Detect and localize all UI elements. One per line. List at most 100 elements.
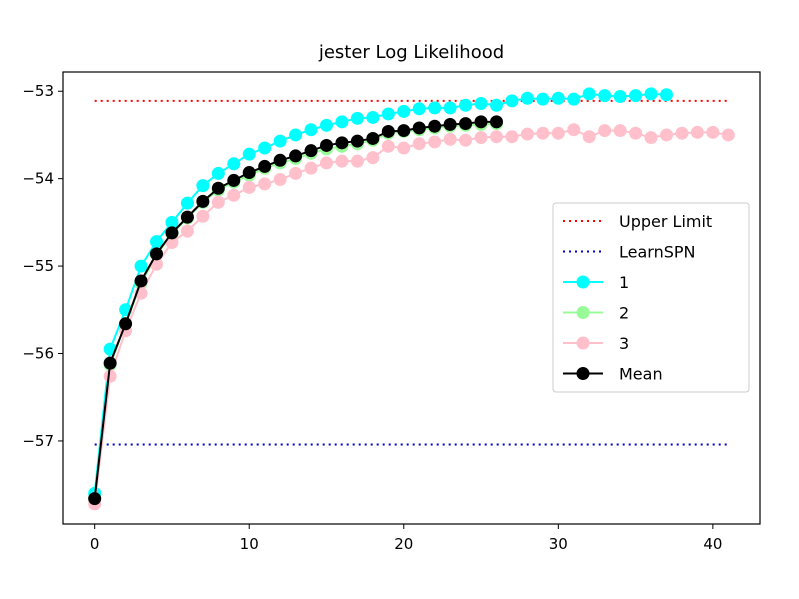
series-1-point [366, 110, 380, 124]
series-1-point [381, 107, 395, 121]
series-mean-point [273, 153, 287, 167]
series-1-point [211, 166, 225, 180]
series-1-point [165, 215, 179, 229]
x-axis: 0 10 20 30 40 [90, 524, 722, 553]
series-3-point [366, 151, 380, 165]
series-3-point [196, 209, 210, 223]
series-mean-point [242, 166, 256, 180]
series-1-point [551, 91, 565, 105]
series-3-point [350, 154, 364, 168]
x-tick-label: 10 [240, 535, 259, 553]
series-1-point [428, 101, 442, 115]
series-mean-point [211, 181, 225, 195]
chart-title: jester Log Likelihood [318, 42, 504, 63]
series-3-point [273, 173, 287, 187]
series-3-point [443, 132, 457, 146]
series-3-point [320, 156, 333, 170]
legend-label-learnspn: LearnSPN [619, 243, 696, 262]
y-tick-label: −57 [22, 432, 54, 450]
series-1-point [350, 111, 364, 125]
series-mean-point [459, 117, 473, 131]
series-3-point [706, 125, 720, 139]
series-1-point [660, 88, 673, 102]
series-1-point [613, 89, 627, 103]
y-tick-label: −53 [22, 82, 54, 100]
series-mean-point [412, 121, 426, 135]
y-axis: −57 −56 −55 −54 −53 [22, 82, 63, 450]
series-mean-point [304, 144, 318, 158]
series-3-point [428, 135, 442, 149]
series-1-point [242, 147, 256, 161]
series-3-point [289, 166, 303, 180]
series-3-point [474, 131, 488, 145]
series-mean-point [397, 124, 411, 138]
series-1-point [320, 118, 333, 132]
series-1-point [567, 92, 581, 106]
series-3-point [381, 139, 395, 153]
series-1-point [490, 98, 503, 112]
series-1-point [227, 157, 241, 171]
series-1-point [258, 141, 272, 155]
series-1-point [304, 123, 318, 137]
series-3-point [582, 130, 596, 144]
legend-label-1: 1 [619, 273, 629, 292]
legend-marker-mean [576, 367, 590, 380]
series-3-point [412, 137, 426, 151]
series-1-point [180, 196, 194, 210]
series-mean-point [350, 134, 364, 148]
series-mean-point [320, 138, 333, 152]
series-mean-point [366, 131, 380, 145]
y-tick-label: −55 [22, 257, 54, 275]
series-mean-point [119, 317, 133, 331]
series-mean-point [443, 117, 457, 131]
series-3-point [180, 224, 194, 238]
y-tick-label: −56 [22, 345, 54, 363]
axes-frame [62, 71, 761, 525]
series-1-point [520, 91, 534, 105]
series-3-point [505, 130, 519, 144]
series-1-point [134, 259, 148, 273]
series-1-point [196, 179, 210, 193]
y-tick-label: −54 [22, 170, 54, 188]
series-mean-point [474, 115, 488, 129]
series-1-point [582, 87, 596, 101]
series-mean-point [381, 124, 395, 138]
series-mean-point [165, 226, 179, 240]
series-3-point [644, 131, 658, 145]
legend-marker-3 [576, 336, 590, 350]
series-1-point [536, 92, 550, 106]
series-1-point [644, 87, 658, 101]
series-3-point [690, 125, 704, 139]
series-1-point [598, 89, 612, 103]
series-3-point [165, 235, 179, 249]
series-3-point [304, 161, 318, 175]
series-3-point [242, 180, 256, 194]
legend: Upper Limit LearnSPN 1 2 3 Mean [552, 202, 750, 393]
series-1-point [505, 94, 519, 108]
series-3-point [490, 130, 503, 144]
series-3-point [520, 127, 534, 141]
series-3-point [721, 128, 735, 142]
series-3-point [227, 188, 241, 202]
series-1-point [474, 96, 488, 110]
series-1-point [629, 89, 643, 103]
series-1-point [443, 101, 457, 115]
legend-marker-1 [576, 275, 590, 289]
x-tick-label: 40 [703, 535, 722, 553]
series-mean-point [335, 136, 349, 150]
series-3-point [536, 126, 550, 140]
series-mean-point [134, 274, 148, 288]
series-mean-point [150, 247, 163, 261]
series-1-point [150, 235, 163, 249]
series-3-point [397, 141, 411, 155]
legend-label-mean: Mean [619, 365, 663, 384]
series-mean-point [88, 492, 102, 506]
x-tick-label: 20 [394, 535, 413, 553]
series-mean-point [196, 194, 210, 208]
legend-marker-2 [576, 306, 590, 319]
series-mean-point [227, 173, 241, 187]
series-1-point [397, 104, 411, 118]
x-tick-label: 0 [90, 535, 100, 553]
legend-box [552, 202, 750, 393]
